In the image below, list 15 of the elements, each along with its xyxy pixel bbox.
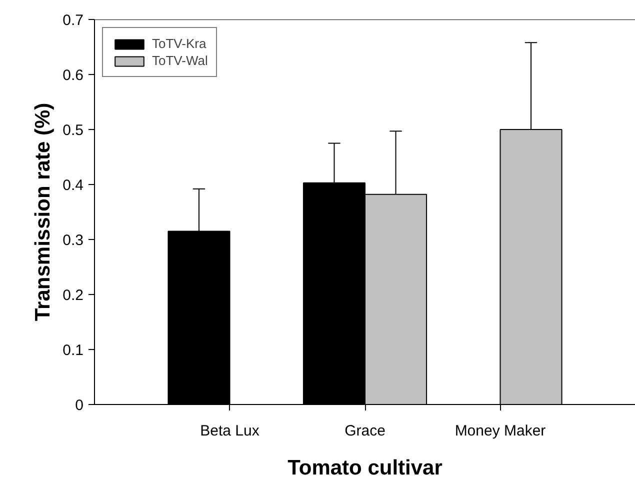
y-tick-label: 0.4 xyxy=(62,177,84,194)
y-tick-label: 0.2 xyxy=(62,287,84,304)
x-tick-label: Money Maker xyxy=(454,422,546,440)
x-axis-title: Tomato cultivar xyxy=(288,456,442,480)
y-tick-label: 0.5 xyxy=(62,122,84,139)
x-tick-label: Beta Lux xyxy=(200,422,260,440)
x-tick-label: Grace xyxy=(344,422,386,440)
y-tick-label: 0 xyxy=(75,397,84,414)
y-axis-title: Transmission rate (%) xyxy=(32,102,55,322)
y-tick-label: 0.1 xyxy=(62,342,84,359)
y-tick-label: 0.6 xyxy=(62,67,84,84)
y-tick-label: 0.3 xyxy=(62,232,84,249)
y-tick-label: 0.7 xyxy=(62,12,84,29)
legend-label: ToTV-Kra xyxy=(152,36,206,51)
legend-label: ToTV-Wal xyxy=(152,53,208,68)
